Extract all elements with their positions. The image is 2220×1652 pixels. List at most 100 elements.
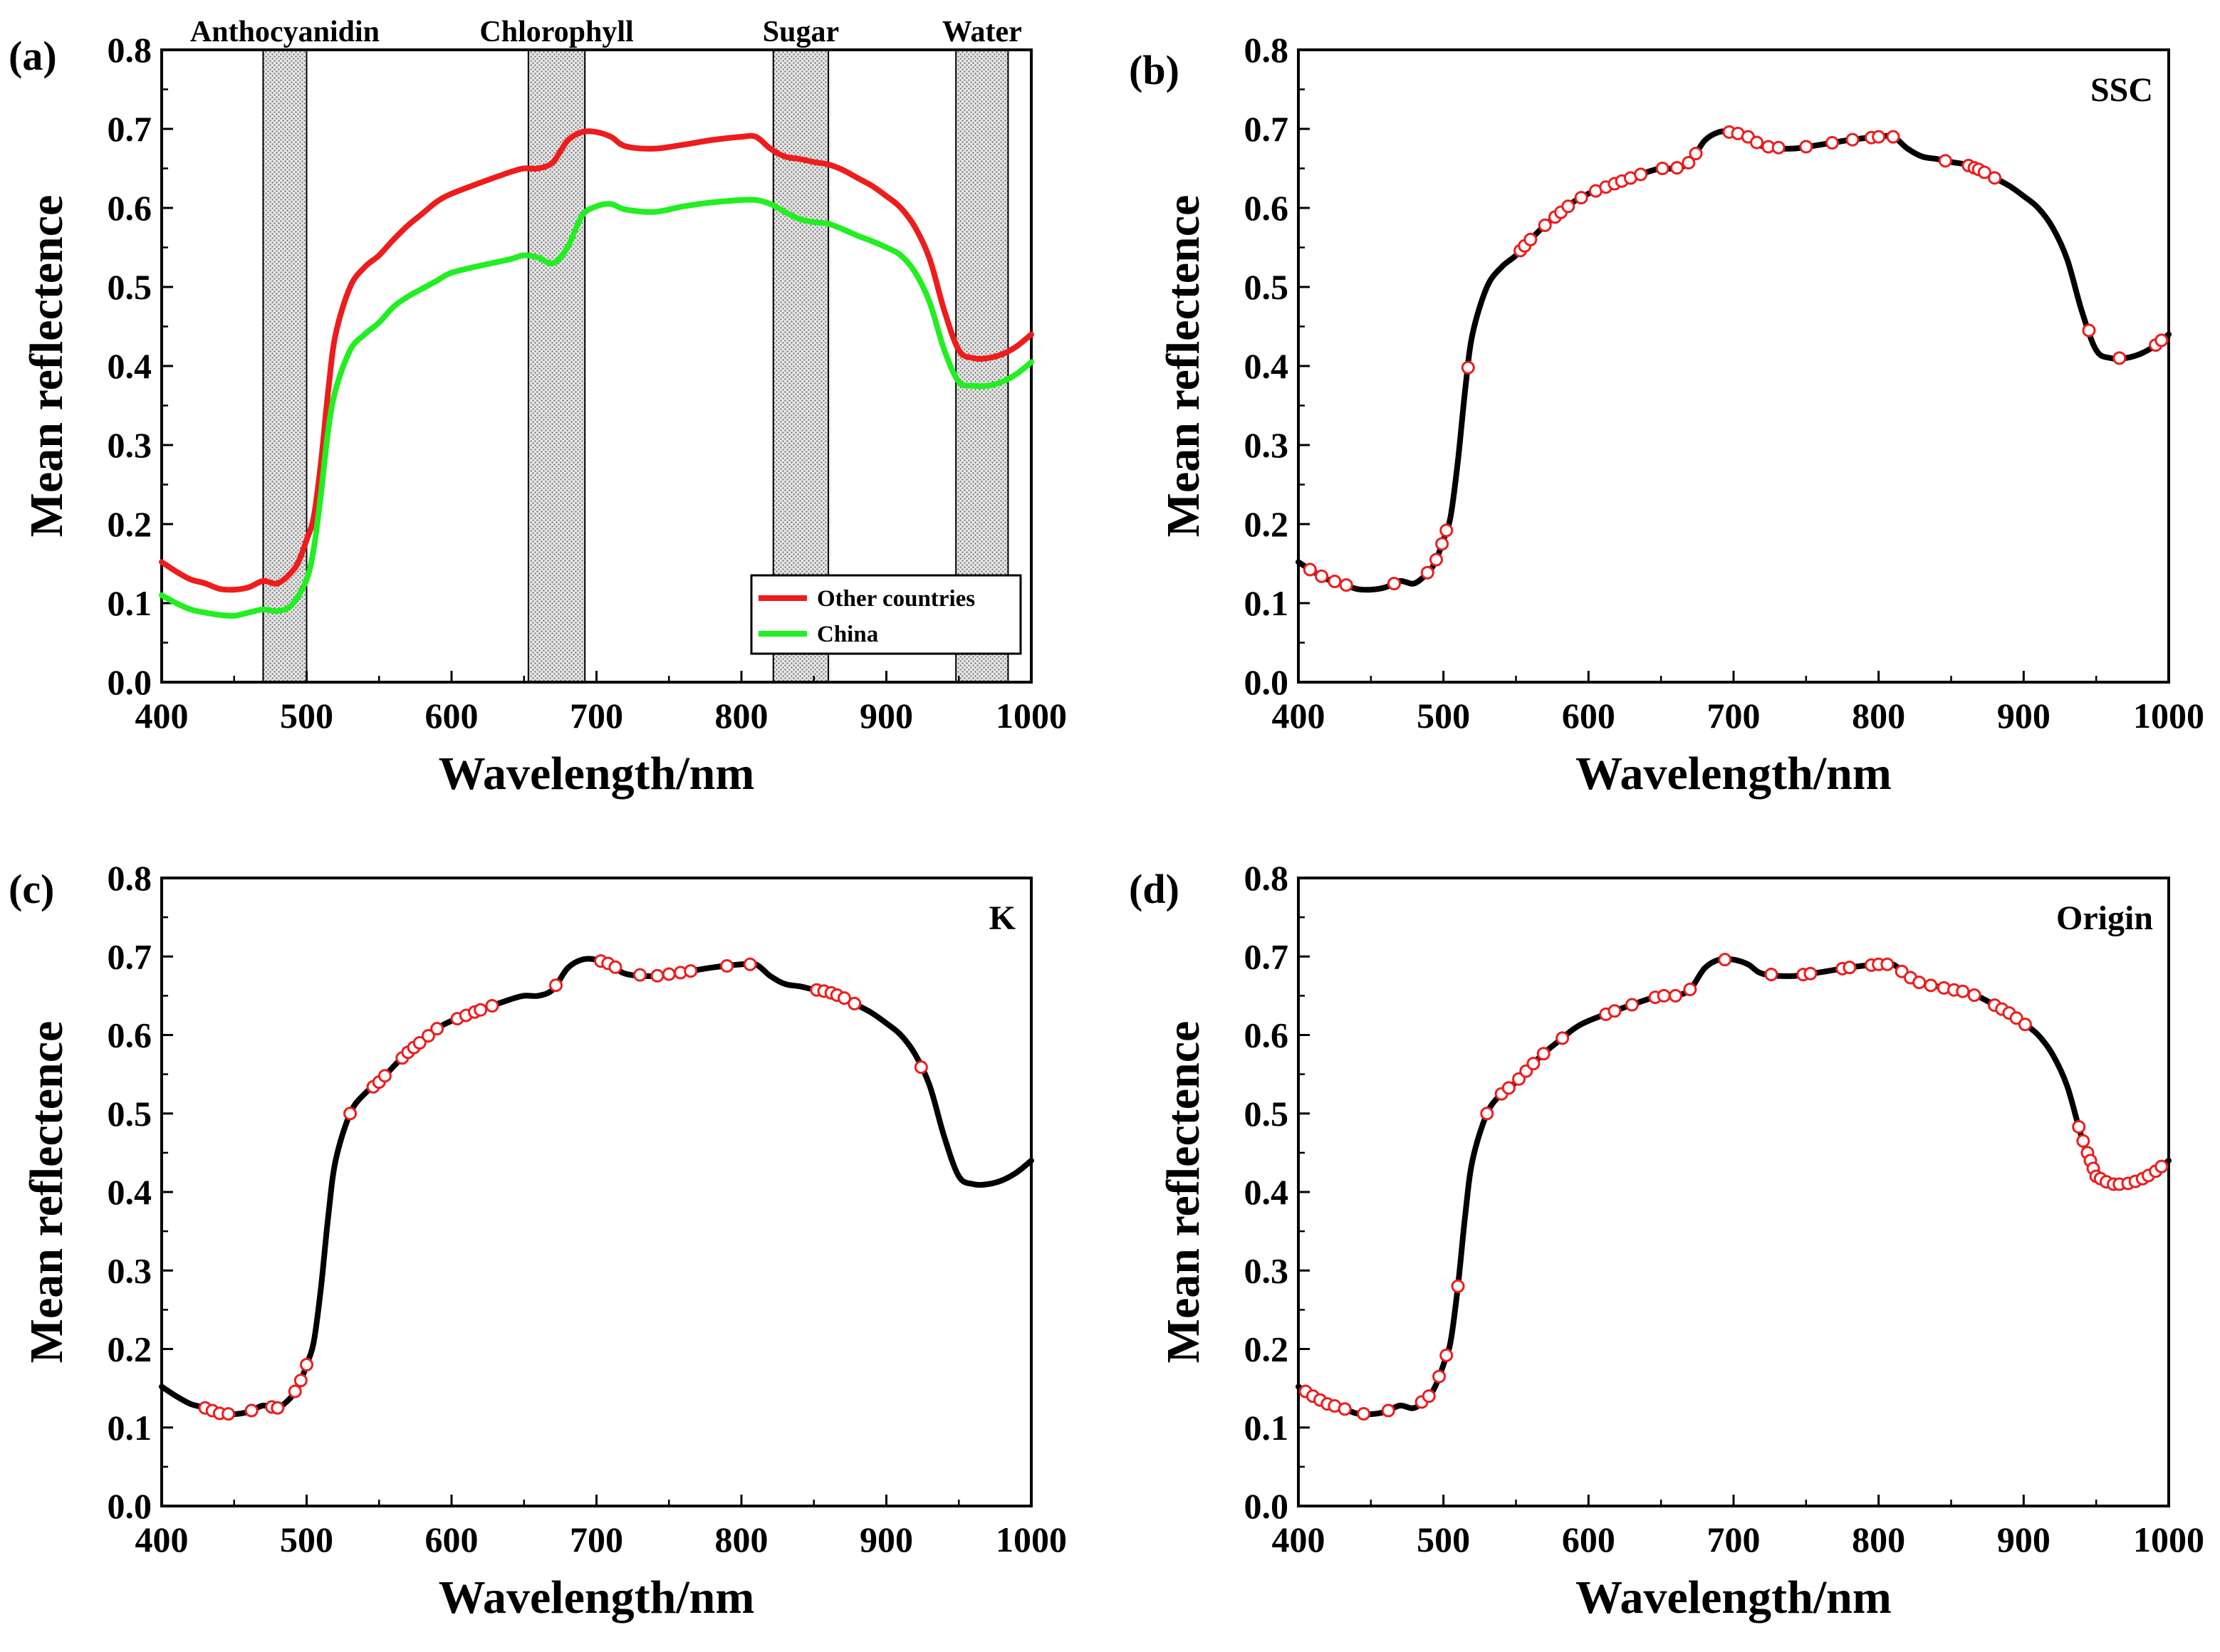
y-tick-label: 0.6 bbox=[1244, 188, 1289, 228]
selected-wavelength-marker bbox=[1825, 136, 1839, 150]
selected-wavelength-marker bbox=[1328, 574, 1342, 588]
selected-wavelength-marker bbox=[1657, 988, 1671, 1003]
x-axis-title: Wavelength/nm bbox=[1575, 748, 1892, 800]
y-tick-label: 0.4 bbox=[108, 1172, 152, 1212]
selected-wavelength-marker bbox=[1683, 983, 1697, 997]
selected-wavelength-marker bbox=[1764, 967, 1778, 981]
selected-wavelength-marker bbox=[271, 1401, 285, 1415]
x-tick-label: 900 bbox=[1997, 1520, 2050, 1559]
selected-wavelength-marker bbox=[430, 1022, 444, 1036]
panel-b-chart: 0.0 0.1 0.2 0.3 0.4 0.5 0.6 0.7 0.8 400 500 600 700 8… bbox=[1129, 30, 2204, 800]
x-tick-label: 400 bbox=[135, 1520, 189, 1559]
selected-wavelength-marker bbox=[1670, 161, 1684, 175]
selected-wavelength-marker bbox=[222, 1407, 236, 1421]
y-tick-label: 0.0 bbox=[1244, 1486, 1289, 1526]
y-tick-label: 0.3 bbox=[1244, 1250, 1289, 1290]
selected-wavelength-marker bbox=[2009, 1011, 2023, 1025]
x-tick-label: 800 bbox=[1852, 696, 1905, 736]
selected-wavelength-marker bbox=[1536, 1047, 1551, 1061]
selected-wavelength-marker bbox=[1555, 1031, 1570, 1045]
y-tick-label: 0.7 bbox=[108, 109, 152, 149]
panel-d-chart: 0.0 0.1 0.2 0.3 0.4 0.5 0.6 0.7 0.8 400 500 600 700 8… bbox=[1129, 858, 2204, 1624]
y-tick-label: 0.5 bbox=[108, 1094, 152, 1134]
y-tick-label: 0.6 bbox=[108, 1015, 152, 1055]
selected-wavelength-marker bbox=[1439, 523, 1454, 538]
panel-tag: SSC bbox=[2090, 71, 2153, 109]
selected-wavelength-marker bbox=[1607, 1004, 1622, 1018]
selected-wavelength-marker bbox=[1880, 957, 1895, 971]
x-tick-label: 500 bbox=[280, 1520, 333, 1559]
x-tick-label: 700 bbox=[1707, 696, 1761, 736]
y-tick-label: 0.3 bbox=[108, 425, 152, 465]
x-tick-label: 700 bbox=[1707, 1520, 1761, 1559]
selected-wavelength-marker bbox=[1439, 1348, 1454, 1362]
x-tick-label: 1000 bbox=[2133, 696, 2204, 736]
series-line-other-countries bbox=[159, 128, 1034, 593]
x-tick-label: 500 bbox=[280, 696, 333, 736]
selected-wavelength-marker bbox=[1956, 984, 1970, 998]
x-tick-label: 1000 bbox=[996, 696, 1067, 736]
y-tick-label: 0.2 bbox=[108, 504, 152, 544]
selected-wavelength-marker bbox=[633, 968, 647, 982]
selected-wavelength-marker bbox=[1561, 199, 1575, 214]
selected-wavelength-marker bbox=[848, 996, 862, 1010]
x-axis-title: Wavelength/nm bbox=[439, 1572, 755, 1624]
selected-wavelength-marker bbox=[1634, 167, 1648, 182]
y-tick-label: 0.7 bbox=[1244, 936, 1289, 976]
x-tick-label: 700 bbox=[570, 1520, 623, 1559]
y-tick-label: 0.5 bbox=[108, 267, 152, 307]
selected-wavelength-marker bbox=[720, 958, 734, 973]
panel-tag: Origin bbox=[2056, 899, 2153, 937]
selected-wavelength-marker bbox=[421, 1029, 435, 1043]
x-tick-label: 800 bbox=[715, 696, 768, 736]
selected-wavelength-marker bbox=[293, 1374, 308, 1388]
selected-wavelength-marker bbox=[2154, 333, 2169, 347]
selected-wavelength-marker bbox=[1977, 165, 1991, 179]
selected-wavelength-marker bbox=[650, 968, 665, 983]
panel-c-chart: 0.0 0.1 0.2 0.3 0.4 0.5 0.6 0.7 0.8 400 500 600 700 8… bbox=[9, 858, 1067, 1624]
y-tick-label: 0.1 bbox=[108, 1408, 152, 1448]
selected-wavelength-marker bbox=[1924, 978, 1938, 993]
y-tick-label: 0.4 bbox=[108, 346, 152, 386]
x-tick-label: 800 bbox=[715, 1520, 768, 1559]
x-tick-label: 500 bbox=[1417, 696, 1470, 736]
x-tick-label: 900 bbox=[860, 696, 913, 736]
selected-wavelength-marker bbox=[244, 1403, 259, 1418]
panel-label: (d) bbox=[1129, 866, 1179, 912]
selected-wavelength-marker bbox=[485, 998, 499, 1013]
x-tick-label: 900 bbox=[1997, 696, 2050, 736]
band-label-anthocyanidin: Anthocyanidin bbox=[190, 16, 380, 48]
selected-wavelength-marker bbox=[300, 1358, 313, 1372]
y-tick-label: 0.4 bbox=[1244, 1172, 1289, 1212]
selected-wavelength-marker bbox=[1771, 140, 1786, 155]
series-line-spectrum bbox=[1296, 128, 2172, 593]
selected-wavelength-marker bbox=[1799, 140, 1813, 154]
selected-wavelength-marker bbox=[412, 1036, 427, 1050]
selected-wavelength-marker bbox=[1303, 563, 1317, 577]
y-tick-label: 0.1 bbox=[1244, 1408, 1289, 1448]
y-tick-label: 0.3 bbox=[108, 1250, 152, 1290]
y-tick-label: 0.4 bbox=[1244, 346, 1289, 386]
selected-wavelength-marker bbox=[914, 1060, 928, 1075]
y-tick-label: 0.3 bbox=[1244, 425, 1289, 465]
plot-frame bbox=[1297, 877, 2170, 1507]
selected-wavelength-marker bbox=[1501, 1081, 1516, 1095]
panel-tag: K bbox=[989, 899, 1016, 937]
x-tick-label: 1000 bbox=[2133, 1520, 2204, 1559]
x-axis-title: Wavelength/nm bbox=[1575, 1572, 1892, 1624]
selected-wavelength-marker bbox=[1387, 576, 1401, 590]
y-tick-label: 0.2 bbox=[1244, 1329, 1289, 1369]
selected-wavelength-marker bbox=[1357, 1406, 1371, 1421]
selected-wavelength-marker bbox=[2018, 1018, 2032, 1032]
selected-wavelength-marker bbox=[1338, 1402, 1352, 1416]
x-tick-label: 600 bbox=[1562, 696, 1615, 736]
selected-wavelength-marker bbox=[837, 991, 851, 1005]
band-label-chlorophyll: Chlorophyll bbox=[479, 16, 633, 48]
selected-wavelength-marker bbox=[1655, 162, 1669, 175]
x-tick-label: 900 bbox=[860, 1520, 913, 1559]
y-axis-title: Mean reflectence bbox=[21, 195, 73, 538]
x-tick-label: 600 bbox=[1562, 1520, 1615, 1559]
selected-wavelength-marker bbox=[1938, 154, 1952, 168]
selected-wavelength-marker bbox=[1750, 135, 1764, 150]
selected-wavelength-marker bbox=[1574, 191, 1588, 205]
